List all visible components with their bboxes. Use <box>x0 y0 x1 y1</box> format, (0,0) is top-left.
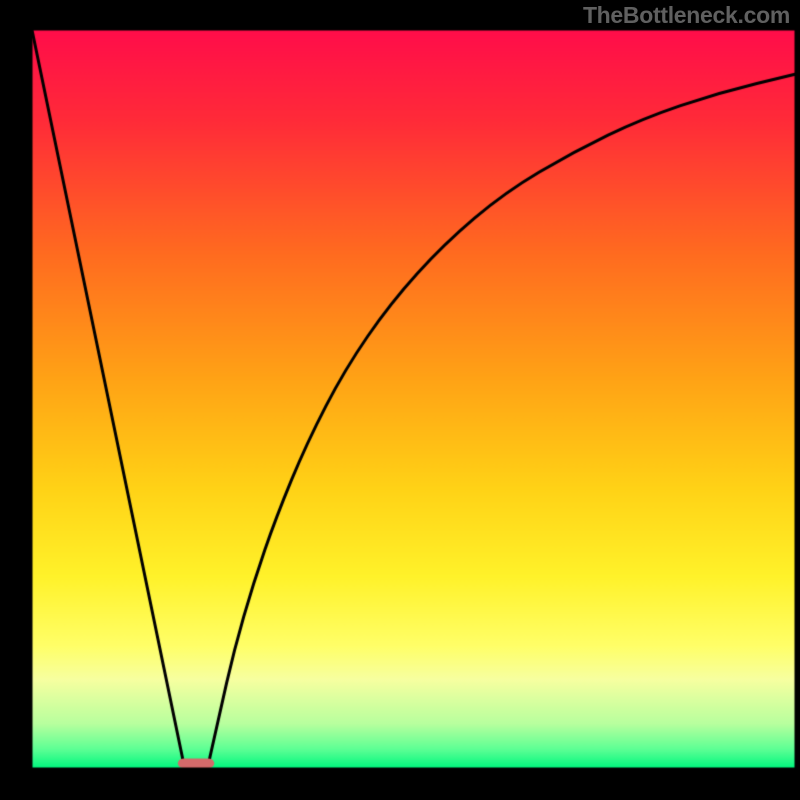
gradient-chart-canvas <box>0 0 800 800</box>
watermark-text: TheBottleneck.com <box>583 2 790 29</box>
chart-container: TheBottleneck.com <box>0 0 800 800</box>
